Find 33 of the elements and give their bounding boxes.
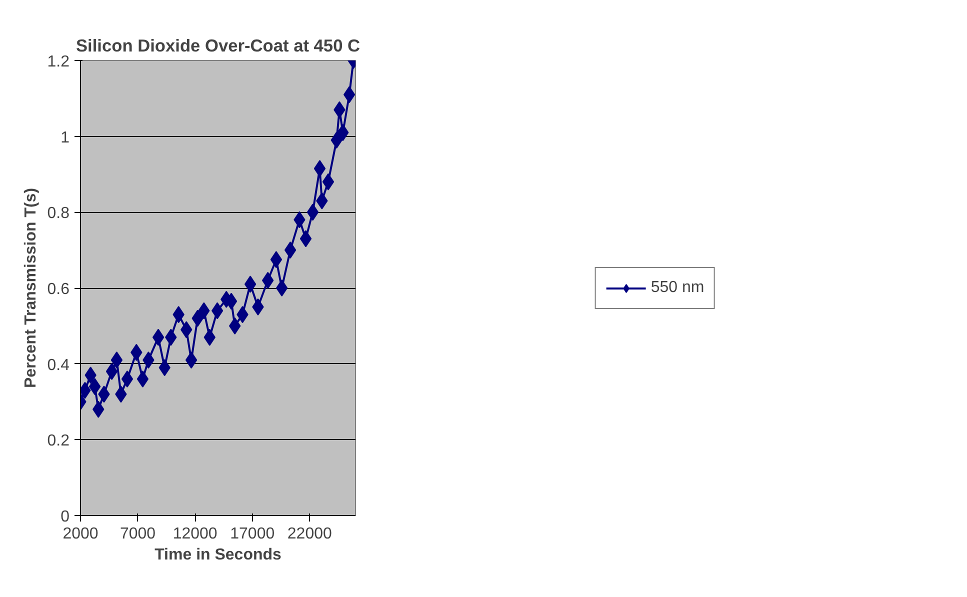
y-tick-label: 0.6 bbox=[47, 281, 70, 298]
x-tick-label: 17000 bbox=[230, 526, 275, 542]
y-tick-label: 1 bbox=[60, 129, 70, 146]
point bbox=[270, 251, 282, 268]
point bbox=[121, 370, 134, 388]
point bbox=[244, 276, 256, 293]
y-axis-title: Percent Transmission T(s) bbox=[22, 188, 40, 388]
point bbox=[185, 352, 198, 369]
point bbox=[343, 86, 356, 104]
point bbox=[106, 362, 118, 380]
y-tick-label: 0.4 bbox=[47, 356, 70, 374]
y-tick-label: 0.2 bbox=[47, 432, 70, 450]
point bbox=[322, 173, 334, 190]
x-tick-label: 12000 bbox=[172, 526, 218, 542]
point bbox=[300, 230, 312, 248]
point bbox=[314, 160, 326, 178]
point bbox=[306, 204, 319, 221]
x-axis-title: Time in Seconds bbox=[154, 546, 282, 564]
point bbox=[136, 370, 149, 388]
chart-title: Silicon Dioxide Over-Coat at 450 C bbox=[76, 36, 361, 56]
point bbox=[110, 352, 123, 369]
legend-label: 550 nm bbox=[650, 278, 704, 296]
x-tick-label: 7000 bbox=[120, 526, 156, 542]
y-tick-label: 1.2 bbox=[47, 54, 70, 70]
point bbox=[211, 302, 224, 320]
x-tick-label: 2000 bbox=[62, 526, 98, 542]
y-tick-label: 0.8 bbox=[47, 205, 70, 222]
point bbox=[276, 280, 288, 296]
point bbox=[284, 242, 296, 259]
point bbox=[152, 328, 164, 346]
y-tick-label: 0 bbox=[60, 508, 70, 526]
x-tick-label: 22000 bbox=[287, 526, 332, 542]
point bbox=[88, 378, 101, 396]
